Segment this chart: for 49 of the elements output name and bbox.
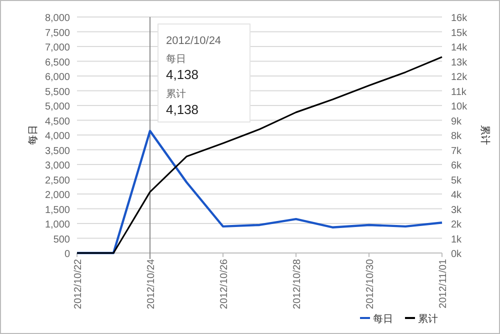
- y-tick-label: 1,500: [44, 204, 70, 216]
- x-tick-label: 2012/10/22: [73, 258, 84, 310]
- x-tick-label: 2012/10/30: [365, 258, 376, 310]
- y-tick-label: 2,500: [44, 175, 70, 186]
- y-tick-label: 5,500: [44, 86, 70, 98]
- y2-tick-label: 1k: [451, 234, 463, 246]
- y-tick-label: 2,000: [44, 190, 70, 201]
- annotation: 4,138: [166, 67, 199, 82]
- y-axis-title: 每日: [27, 125, 39, 145]
- y-tick-label: 5,000: [44, 102, 70, 112]
- y2-tick-label: 6k: [451, 160, 463, 172]
- y2-tick-label: 10k: [451, 102, 468, 112]
- y2-tick-label: 7k: [451, 146, 463, 157]
- annotation: 2012/10/24: [166, 35, 222, 47]
- y-tick-label: 1,000: [44, 220, 70, 230]
- x-tick-label: 2012/11/01: [438, 258, 449, 308]
- legend-label: 每日: [373, 313, 393, 325]
- x-tick-label: 2012/10/24: [146, 258, 157, 310]
- y-tick-label: 4,000: [44, 131, 70, 142]
- y-tick-label: 500: [53, 234, 70, 246]
- annotation: 累计: [166, 88, 186, 100]
- y2-tick-label: 12k: [451, 72, 468, 83]
- y2-axis-title: 累计: [479, 125, 491, 145]
- y-tick-label: 3,500: [44, 146, 70, 157]
- y2-tick-label: 16k: [451, 13, 468, 24]
- y-tick-label: 4,500: [44, 116, 70, 128]
- y2-tick-label: 15k: [451, 28, 468, 39]
- y2-tick-label: 2k: [451, 220, 463, 230]
- y2-tick-label: 11k: [451, 86, 468, 98]
- annotation: 4,138: [166, 102, 199, 117]
- legend-label: 累计: [418, 313, 438, 325]
- x-tick-label: 2012/10/28: [292, 258, 303, 310]
- y-tick-label: 6,500: [44, 57, 70, 68]
- y-tick-label: 7,500: [44, 28, 70, 39]
- annotation: 每日: [166, 53, 186, 65]
- y-tick-label: 3,000: [44, 160, 70, 172]
- y2-tick-label: 8k: [451, 131, 463, 142]
- y-tick-label: 0: [64, 249, 70, 260]
- y2-tick-label: 0k: [451, 249, 463, 260]
- y2-tick-label: 5k: [451, 175, 463, 186]
- y2-tick-label: 13k: [451, 57, 468, 68]
- y2-tick-label: 4k: [451, 190, 463, 201]
- y-tick-label: 7,000: [44, 42, 70, 54]
- y-tick-label: 8,000: [44, 13, 70, 24]
- y-tick-label: 6,000: [44, 72, 70, 83]
- y2-tick-label: 9k: [451, 116, 463, 128]
- x-tick-label: 2012/10/26: [219, 258, 230, 310]
- y2-tick-label: 3k: [451, 204, 463, 216]
- y2-tick-label: 14k: [451, 42, 468, 54]
